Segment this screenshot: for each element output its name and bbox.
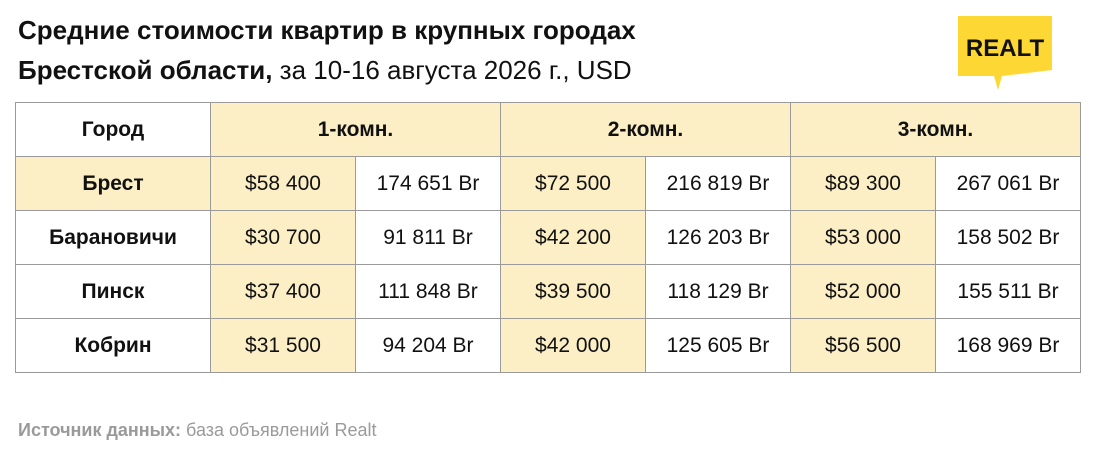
- byn-cell: 168 969 Br: [935, 318, 1081, 373]
- table-row: Брест $58 400 174 651 Br $72 500 216 819 Br $…: [15, 156, 1081, 211]
- byn-cell: 158 502 Br: [935, 210, 1081, 265]
- table-row: Кобрин $31 500 94 204 Br $42 000 125 605 Br $…: [15, 318, 1081, 373]
- source-label: Источник данных:: [18, 420, 182, 440]
- city-cell: Пинск: [15, 264, 211, 319]
- byn-cell: 111 848 Br: [355, 264, 501, 319]
- table-row: Пинск $37 400 111 848 Br $39 500 118 129 Br $…: [15, 264, 1081, 319]
- logo-shape: [958, 16, 1052, 90]
- byn-cell: 118 129 Br: [645, 264, 791, 319]
- table-row: Барановичи $30 700 91 811 Br $42 200 126 203…: [15, 210, 1081, 265]
- source: Источник данных: база объявлений Realt: [18, 420, 376, 441]
- usd-cell: $39 500: [500, 264, 646, 319]
- usd-cell: $72 500: [500, 156, 646, 211]
- usd-cell: $31 500: [210, 318, 356, 373]
- header-cell: 3-комн.: [790, 102, 1081, 157]
- usd-cell: $56 500: [790, 318, 936, 373]
- byn-cell: 216 819 Br: [645, 156, 791, 211]
- title-bold: Брестской области,: [18, 55, 273, 85]
- price-table: Город 1-комн. 2-комн. 3-комн. Брест $58 400 17…: [15, 102, 1081, 373]
- byn-cell: 126 203 Br: [645, 210, 791, 265]
- city-cell: Кобрин: [15, 318, 211, 373]
- title: Средние стоимости квартир в крупных горо…: [18, 15, 636, 45]
- subtitle: Брестской области, за 10-16 августа 2026…: [18, 54, 632, 86]
- usd-cell: $53 000: [790, 210, 936, 265]
- header-row: Город 1-комн. 2-комн. 3-комн.: [15, 102, 1081, 157]
- byn-cell: 91 811 Br: [355, 210, 501, 265]
- logo: REALT: [958, 16, 1052, 90]
- header-cell: Город: [15, 102, 211, 157]
- city-cell: Барановичи: [15, 210, 211, 265]
- city-cell: Брест: [15, 156, 211, 211]
- source-text: база объявлений Realt: [186, 420, 377, 440]
- byn-cell: 155 511 Br: [935, 264, 1081, 319]
- logo-text: REALT: [966, 35, 1045, 62]
- byn-cell: 267 061 Br: [935, 156, 1081, 211]
- usd-cell: $42 000: [500, 318, 646, 373]
- byn-cell: 125 605 Br: [645, 318, 791, 373]
- usd-cell: $30 700: [210, 210, 356, 265]
- byn-cell: 94 204 Br: [355, 318, 501, 373]
- usd-cell: $89 300: [790, 156, 936, 211]
- usd-cell: $37 400: [210, 264, 356, 319]
- period: за 10-16 августа 2026 г., USD: [279, 55, 632, 85]
- usd-cell: $58 400: [210, 156, 356, 211]
- usd-cell: $52 000: [790, 264, 936, 319]
- usd-cell: $42 200: [500, 210, 646, 265]
- byn-cell: 174 651 Br: [355, 156, 501, 211]
- header-cell: 1-комн.: [210, 102, 501, 157]
- header-cell: 2-комн.: [500, 102, 791, 157]
